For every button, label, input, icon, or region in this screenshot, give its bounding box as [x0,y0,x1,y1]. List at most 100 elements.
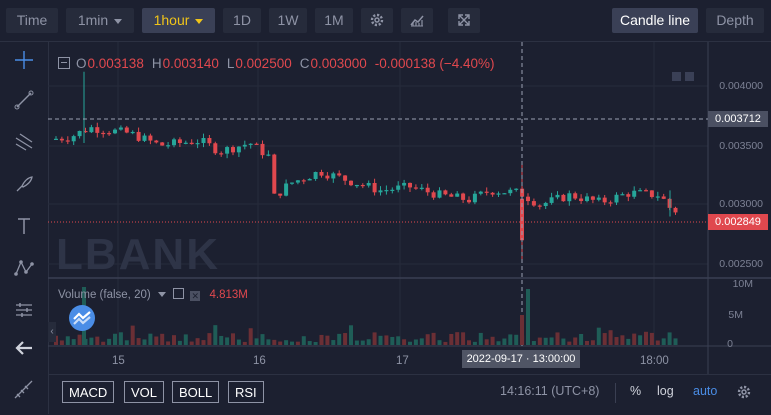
candle-body [602,197,607,203]
volume-bar [195,338,200,345]
indicator-rsi-button[interactable]: RSI [228,381,264,403]
chevron-down-icon[interactable] [157,292,166,298]
lbank-logo-icon [69,305,95,331]
divider [615,383,616,403]
volume-bar [101,341,106,345]
fullscreen-button[interactable] [448,8,480,33]
scroll-left-icon[interactable]: ‹ [48,322,56,342]
crosshair-icon[interactable] [12,48,36,72]
candlestick-chart[interactable] [48,42,771,374]
candle-body [567,193,572,202]
candle-body [177,139,182,144]
candle-body [549,197,554,203]
candle-body [349,180,353,186]
candle-body [142,135,147,141]
collapse-icon[interactable] [58,57,70,69]
volume-bar [172,335,176,345]
candle-body [154,140,159,143]
pattern-icon[interactable] [12,256,36,280]
volume-tick: 0 [727,338,733,350]
volume-bar [596,327,601,345]
candle-body [213,143,218,154]
volume-bar [225,337,230,345]
candle-body [514,188,519,190]
volume-bar [467,340,471,345]
candle-body [431,192,436,198]
volume-bar [136,338,141,345]
volume-bar [248,328,253,345]
candle-line-button[interactable]: Candle line [612,8,698,33]
volume-bar [95,336,100,345]
candle-body [183,142,188,144]
volume-bar [649,332,654,345]
clock: 14:16:11 (UTC+8) [500,384,600,398]
ruler-icon[interactable] [12,378,36,402]
candle-body [295,180,300,183]
interval-1hour-dropdown[interactable]: 1hour [142,8,215,33]
chart-area[interactable]: LBANK O0.003138 H0.003140 L0.002500 C0.0030… [48,42,771,374]
time-tick: 16 [253,355,266,367]
candle-body [484,191,489,193]
gear-icon[interactable] [736,384,752,400]
volume-bar [638,335,643,345]
candle-body [266,154,271,156]
volume-bar [537,337,542,345]
candle-body [319,172,324,176]
volume-bar [579,333,584,345]
candle-body [313,172,318,179]
brush-icon[interactable] [12,172,36,196]
candle-body [419,187,424,189]
candle-body [113,129,117,134]
auto-toggle[interactable]: auto [693,384,718,398]
fib-icon[interactable] [12,130,36,154]
volume-bar [290,341,294,345]
interval-1m-button[interactable]: 1M [315,8,353,33]
candle-body [201,138,206,144]
volume-bar [313,341,318,345]
time-button[interactable]: Time [6,8,58,33]
volume-bar [325,335,330,345]
open-key: O [76,56,87,71]
indicators-button[interactable] [401,8,433,33]
volume-bar [402,339,407,345]
interval-1d-button[interactable]: 1D [223,8,261,33]
volume-bar [219,335,224,345]
depth-button[interactable]: Depth [706,8,764,33]
price-tick: 0.003000 [719,198,763,210]
candle-body [236,146,241,153]
indicator-vol-button[interactable]: VOL [124,381,165,403]
interval-1min-dropdown[interactable]: 1min [66,8,134,33]
candle-body [496,193,501,195]
volume-bar [413,339,418,345]
volume-bar [236,339,241,345]
close-icon[interactable]: ✕ [190,291,201,301]
back-arrow-icon[interactable] [12,336,36,360]
candle-body [248,143,253,145]
indicator-macd-button[interactable]: MACD [62,381,115,403]
trendline-icon[interactable] [12,88,36,112]
candle-body [561,194,566,202]
scroll-down-icon[interactable] [672,72,681,81]
crosshair-price-tag: 0.003712 [708,111,768,127]
ohlc-legend: O0.003138 H0.003140 L0.002500 C0.003000 -0.0… [58,56,503,71]
text-icon[interactable] [12,214,36,238]
indicator-boll-button[interactable]: BOLL [172,381,220,403]
volume-bar [89,337,94,345]
interval-1w-button[interactable]: 1W [269,8,307,33]
scroll-up-icon[interactable] [685,72,694,81]
volume-bar [284,340,289,345]
measure-icon[interactable] [12,298,36,322]
candle-body [207,138,212,144]
volume-settings-icon[interactable] [173,288,185,299]
candle-body [172,139,176,146]
candle-body [225,147,230,154]
volume-bar [608,330,613,345]
volume-bar [231,333,235,345]
settings-button[interactable] [361,8,393,33]
volume-bar [142,339,147,345]
candle-body [95,127,100,133]
log-toggle[interactable]: log [657,384,674,398]
percent-toggle[interactable]: % [630,384,642,398]
volume-bar [295,341,300,345]
volume-bar [590,340,595,345]
